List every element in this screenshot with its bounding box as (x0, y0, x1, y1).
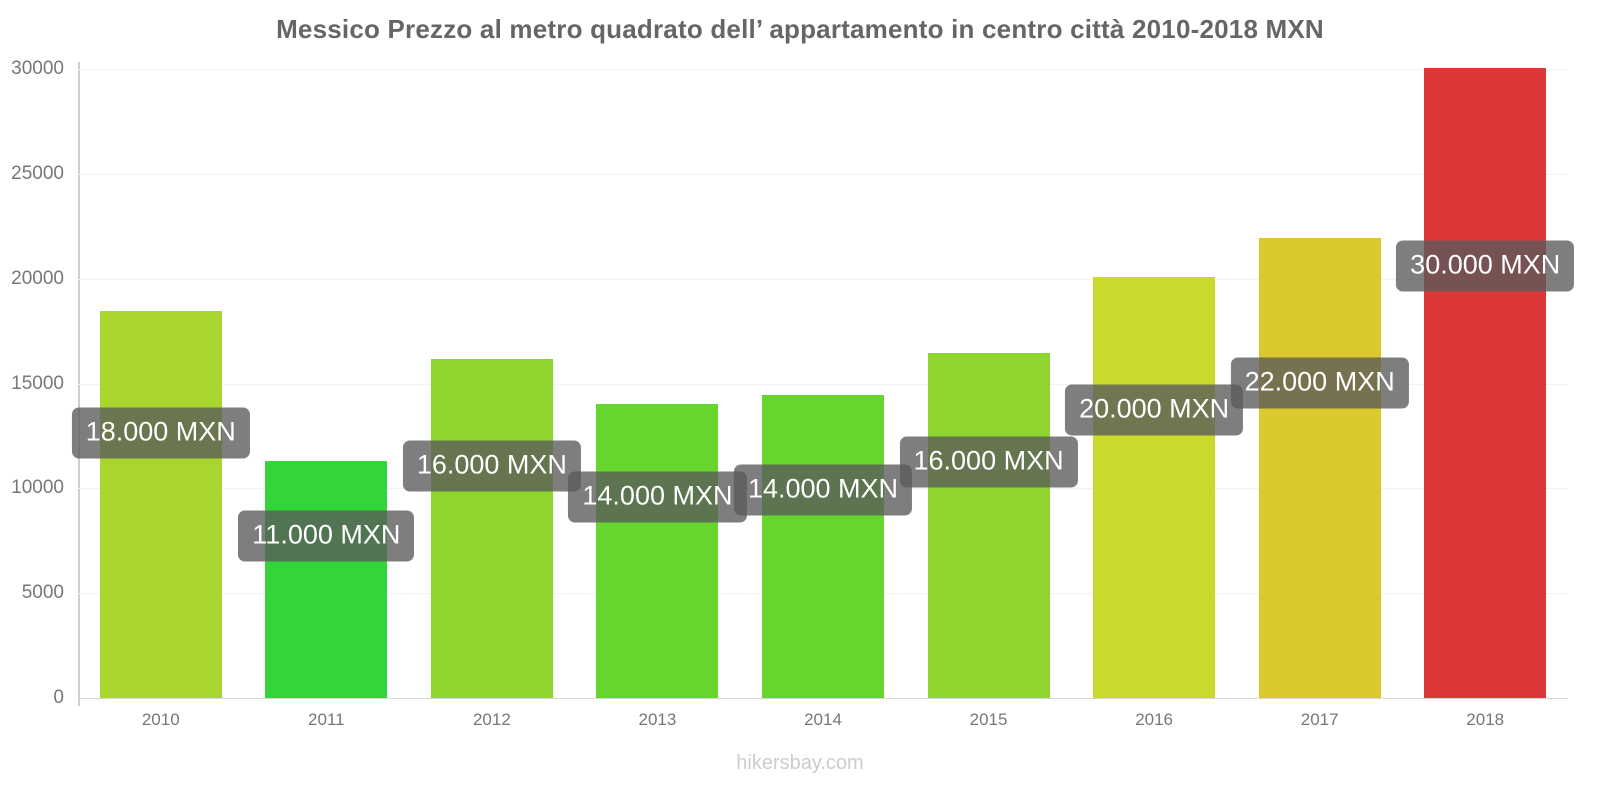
x-axis-tick-label: 2011 (308, 710, 345, 729)
plot-area (78, 67, 1568, 699)
x-axis-tick-label: 2012 (472, 710, 511, 729)
x-axis-tick-label: 2013 (638, 710, 677, 729)
bar-2017[interactable] (1258, 238, 1381, 698)
y-axis-tick-label: 25000 (11, 162, 64, 184)
bar-2014[interactable] (761, 395, 884, 698)
gridline (78, 69, 1568, 70)
x-axis-tick-label: 2016 (1135, 710, 1174, 729)
gridline (78, 278, 1568, 280)
x-axis-tick-label: 2014 (804, 710, 842, 729)
bars-group (78, 67, 1568, 698)
footer-credit: hikersbay.com (736, 752, 864, 774)
bar-2013[interactable] (596, 404, 719, 698)
y-axis-tick-label: 30000 (11, 58, 64, 79)
x-axis-tick-label: 2017 (1300, 710, 1339, 729)
bar-2015[interactable] (927, 353, 1050, 698)
bar-2016[interactable] (1093, 277, 1216, 698)
y-axis-tick-label: 10000 (11, 477, 64, 499)
bar-2010[interactable] (99, 311, 222, 698)
y-axis-tick-label: 15000 (11, 372, 64, 394)
y-axis-tick-label: 20000 (11, 267, 64, 289)
gridline (78, 173, 1568, 175)
bar-2012[interactable] (430, 358, 553, 698)
x-axis-tick-label: 2015 (969, 710, 1008, 729)
gridline (78, 383, 1568, 385)
x-axis-tick-label: 2010 (141, 710, 180, 729)
page-title: Messico Prezzo al metro quadrato dell’ a… (276, 14, 1324, 44)
y-axis-tick-label: 0 (53, 687, 64, 708)
x-axis-tick-label: 2018 (1466, 710, 1505, 729)
bar-2011[interactable] (265, 461, 388, 698)
bar-2018[interactable] (1424, 67, 1547, 698)
gridline (78, 698, 1568, 699)
y-axis-tick-label: 5000 (21, 582, 64, 604)
